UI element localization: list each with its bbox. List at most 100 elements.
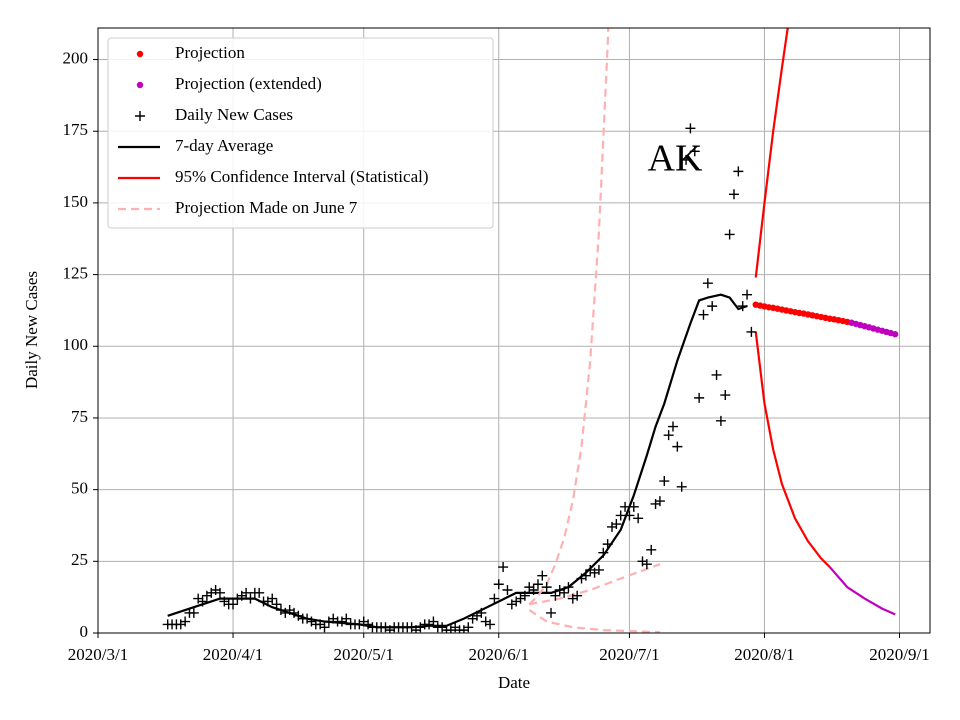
case-marker bbox=[733, 166, 744, 177]
x-tick-label: 2020/6/1 bbox=[469, 645, 529, 664]
legend-symbol bbox=[136, 81, 144, 89]
case-marker bbox=[602, 539, 613, 550]
series-line bbox=[754, 331, 831, 568]
case-marker bbox=[489, 593, 500, 604]
case-marker bbox=[519, 590, 530, 601]
x-tick-label: 2020/9/1 bbox=[869, 645, 929, 664]
case-marker bbox=[694, 392, 705, 403]
case-marker bbox=[550, 590, 561, 601]
case-marker bbox=[241, 587, 252, 598]
case-marker bbox=[532, 579, 543, 590]
case-marker bbox=[254, 587, 265, 598]
case-marker bbox=[715, 415, 726, 426]
case-marker bbox=[180, 616, 191, 627]
case-marker bbox=[620, 501, 631, 512]
case-marker bbox=[485, 619, 496, 630]
legend-label: Projection bbox=[175, 43, 245, 62]
case-marker bbox=[428, 616, 439, 627]
y-tick-label: 125 bbox=[63, 263, 89, 282]
case-marker bbox=[611, 519, 622, 530]
legend: Projection Projection (extended) Daily New… bbox=[107, 37, 494, 229]
case-marker bbox=[737, 301, 748, 312]
ticks: 0 25 50 75 100 125 150 175 200 2020/3/1 2020/4/1 20… bbox=[63, 48, 930, 663]
y-tick-label: 200 bbox=[63, 48, 89, 67]
case-marker bbox=[633, 513, 644, 524]
case-marker bbox=[746, 326, 757, 337]
y-tick-label: 75 bbox=[71, 407, 88, 426]
annotation: AK bbox=[648, 138, 703, 180]
case-marker bbox=[659, 476, 670, 487]
case-marker bbox=[271, 599, 282, 610]
legend-label: Daily New Cases bbox=[175, 105, 293, 124]
y-tick-label: 50 bbox=[71, 479, 88, 498]
case-marker bbox=[341, 613, 352, 624]
case-marker bbox=[654, 496, 665, 507]
case-marker bbox=[724, 229, 735, 240]
case-marker bbox=[537, 570, 548, 581]
x-tick-label: 2020/3/1 bbox=[68, 645, 128, 664]
case-marker bbox=[214, 587, 225, 598]
legend-label: Projection Made on June 7 bbox=[175, 198, 358, 217]
case-marker bbox=[476, 607, 487, 618]
series-line bbox=[167, 293, 748, 629]
y-tick-label: 175 bbox=[63, 120, 89, 139]
case-marker bbox=[667, 421, 678, 432]
case-marker bbox=[498, 562, 509, 573]
case-marker bbox=[245, 593, 256, 604]
x-tick-label: 2020/4/1 bbox=[203, 645, 263, 664]
legend-label: Projection (extended) bbox=[175, 74, 322, 93]
x-tick-label: 2020/5/1 bbox=[333, 645, 393, 664]
case-marker bbox=[493, 579, 504, 590]
series-line bbox=[528, 28, 610, 606]
case-marker bbox=[641, 559, 652, 570]
case-marker bbox=[572, 590, 583, 601]
case-marker bbox=[546, 607, 557, 618]
case-marker bbox=[698, 309, 709, 320]
case-marker bbox=[580, 570, 591, 581]
case-marker bbox=[720, 390, 731, 401]
case-marker bbox=[685, 123, 696, 134]
case-marker bbox=[559, 587, 570, 598]
case-marker bbox=[628, 501, 639, 512]
case-marker bbox=[502, 584, 513, 595]
case-marker bbox=[188, 607, 199, 618]
case-marker bbox=[707, 301, 718, 312]
case-marker bbox=[197, 596, 208, 607]
case-marker bbox=[541, 582, 552, 593]
case-marker bbox=[528, 584, 539, 595]
x-tick-label: 2020/8/1 bbox=[734, 645, 794, 664]
case-marker bbox=[615, 510, 626, 521]
y-axis-label: Daily New Cases bbox=[22, 271, 41, 389]
axes-frame bbox=[97, 27, 931, 634]
legend-symbol bbox=[135, 111, 145, 121]
y-tick-label: 0 bbox=[80, 622, 89, 641]
x-tick-label: 2020/7/1 bbox=[599, 645, 659, 664]
legend-box bbox=[107, 37, 494, 229]
case-marker bbox=[742, 289, 753, 300]
y-tick-label: 100 bbox=[63, 335, 89, 354]
case-marker bbox=[672, 441, 683, 452]
case-marker bbox=[267, 593, 278, 604]
case-marker bbox=[663, 430, 674, 441]
series-line bbox=[828, 566, 896, 616]
case-marker bbox=[681, 154, 692, 165]
projection-point bbox=[891, 331, 899, 338]
y-tick-label: 150 bbox=[63, 192, 89, 211]
case-marker bbox=[319, 622, 330, 633]
legend-label: 7-day Average bbox=[175, 136, 273, 155]
case-marker bbox=[702, 278, 713, 289]
case-marker bbox=[624, 510, 635, 521]
case-marker bbox=[563, 582, 574, 593]
case-marker bbox=[593, 564, 604, 575]
case-marker bbox=[463, 622, 474, 633]
case-marker bbox=[676, 481, 687, 492]
case-marker bbox=[689, 146, 700, 157]
case-marker bbox=[646, 544, 657, 555]
series-line bbox=[529, 563, 661, 606]
case-marker bbox=[598, 547, 609, 558]
legend-symbol bbox=[136, 50, 144, 58]
y-tick-label: 25 bbox=[71, 550, 88, 569]
series-line bbox=[754, 28, 789, 278]
series-line bbox=[528, 609, 660, 633]
